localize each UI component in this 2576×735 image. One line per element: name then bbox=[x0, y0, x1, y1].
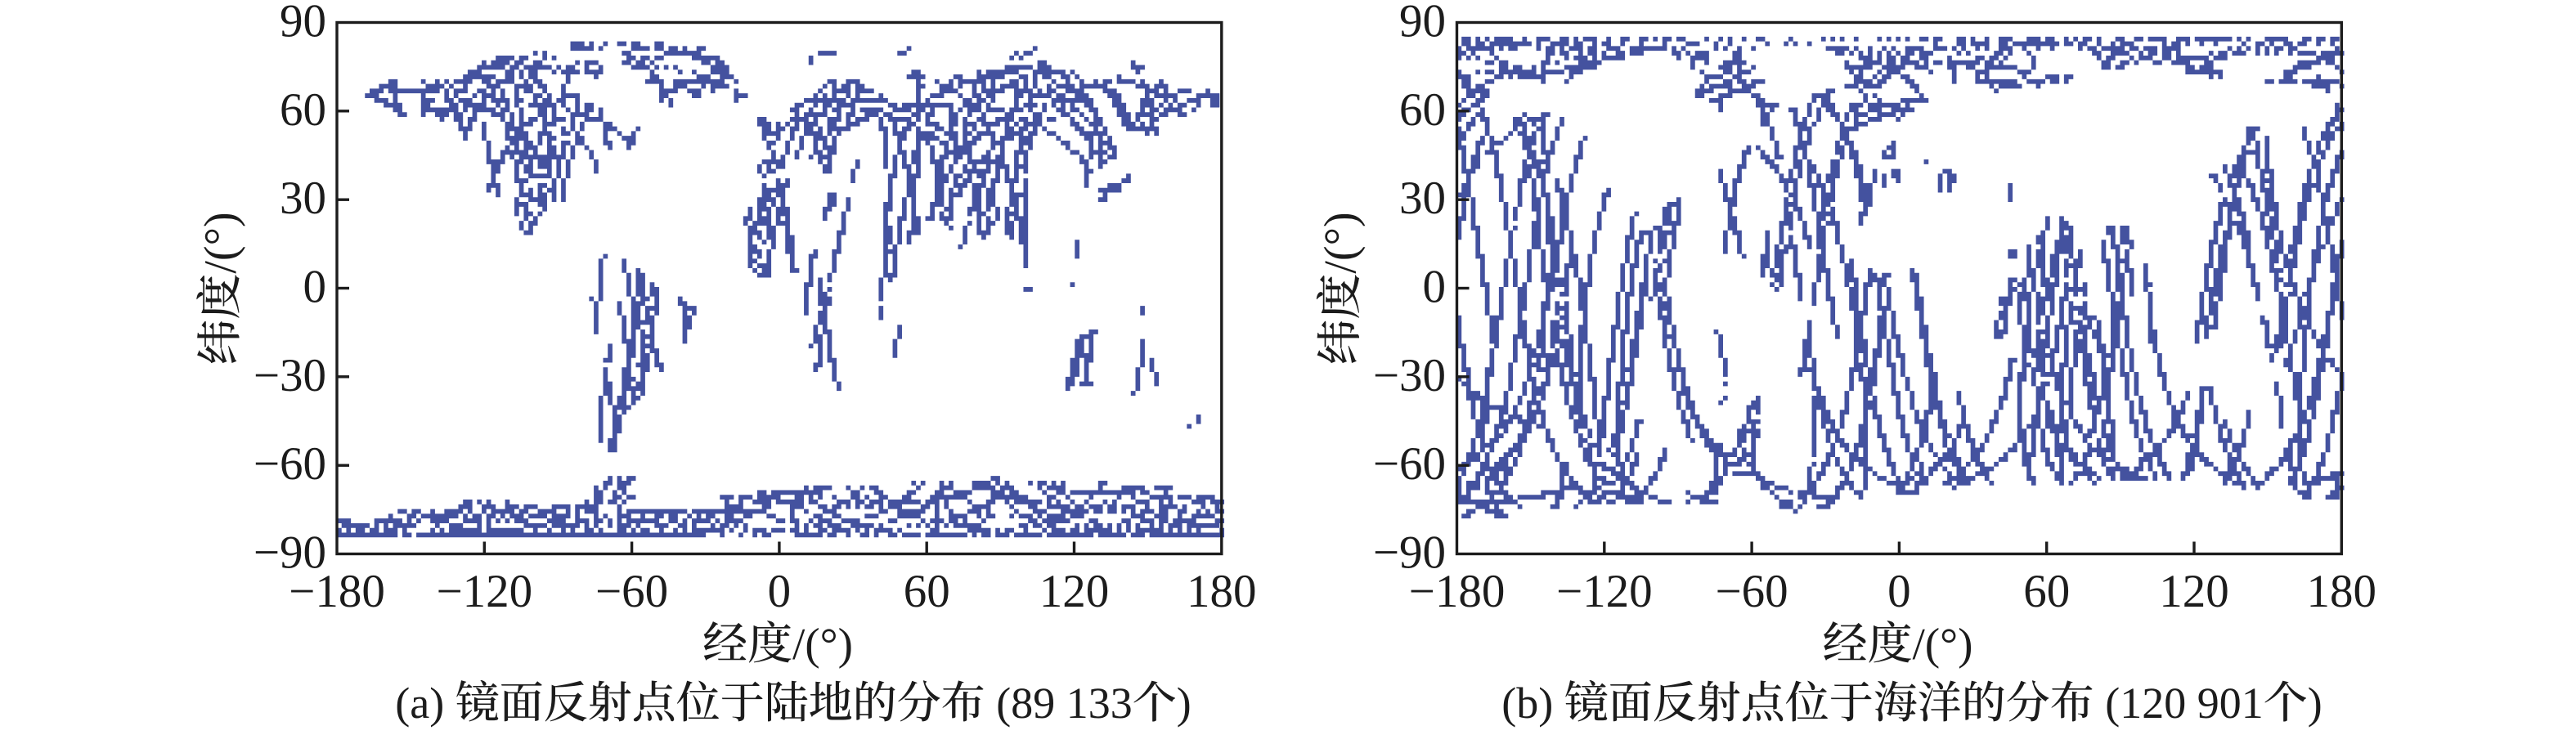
svg-text:120: 120 bbox=[1039, 566, 1110, 617]
svg-text:−180: −180 bbox=[1409, 566, 1506, 617]
svg-text:90: 90 bbox=[1399, 0, 1446, 47]
svg-text:−60: −60 bbox=[1716, 566, 1788, 617]
svg-text:60: 60 bbox=[2023, 566, 2070, 617]
svg-text:0: 0 bbox=[303, 262, 327, 313]
svg-text:−30: −30 bbox=[1373, 350, 1446, 401]
svg-text:−60: −60 bbox=[1373, 438, 1446, 490]
svg-text:−30: −30 bbox=[254, 350, 326, 401]
svg-text:120: 120 bbox=[2159, 566, 2229, 617]
svg-text:−180: −180 bbox=[289, 566, 385, 617]
svg-text:180: 180 bbox=[1187, 566, 1257, 617]
svg-text:30: 30 bbox=[1399, 173, 1446, 224]
svg-text:0: 0 bbox=[1887, 566, 1911, 617]
svg-text:−90: −90 bbox=[1373, 527, 1446, 579]
svg-text:90: 90 bbox=[280, 0, 326, 47]
svg-text:−60: −60 bbox=[254, 438, 326, 490]
svg-text:−120: −120 bbox=[1556, 566, 1653, 617]
svg-text:60: 60 bbox=[1399, 84, 1446, 136]
svg-text:−60: −60 bbox=[595, 566, 668, 617]
svg-text:180: 180 bbox=[2307, 566, 2377, 617]
svg-text:0: 0 bbox=[768, 566, 792, 617]
svg-text:0: 0 bbox=[1423, 262, 1447, 313]
svg-text:−90: −90 bbox=[254, 527, 326, 579]
svg-text:60: 60 bbox=[904, 566, 950, 617]
svg-text:−120: −120 bbox=[436, 566, 532, 617]
svg-text:60: 60 bbox=[280, 84, 326, 136]
svg-text:30: 30 bbox=[280, 173, 326, 224]
